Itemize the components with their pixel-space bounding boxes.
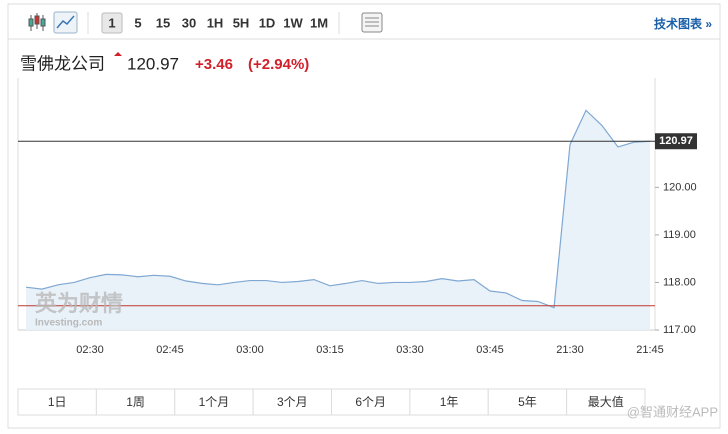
range-button[interactable]: 3个月: [277, 395, 308, 409]
plot: 117.00 118.00 119.00 120.00 02:30 02:45 03:00 0…: [17, 78, 697, 356]
range-cell: [409, 388, 489, 416]
interval-button[interactable]: 1W: [283, 15, 303, 30]
x-tick-label: 03:45: [476, 344, 504, 356]
range-button[interactable]: 6个月: [355, 395, 386, 409]
change: +3.46: [195, 56, 233, 73]
y-tick-label: 119.00: [663, 229, 696, 241]
last-price-box: [655, 133, 697, 150]
tech-chart-link[interactable]: 技术图表 »: [654, 16, 712, 31]
x-tick-label: 02:45: [156, 344, 184, 356]
line: [25, 109, 651, 309]
range-button[interactable]: 5年: [518, 395, 537, 409]
x-tick-label: 03:00: [236, 344, 264, 356]
range-button[interactable]: 1年: [440, 395, 459, 409]
interval-button[interactable]: 30: [182, 15, 196, 30]
area: [26, 110, 650, 330]
interval-buttons: 1 5 15 30 1H 5H 1D 1W 1M: [101, 12, 328, 34]
logo: 英为财情: [35, 291, 123, 316]
range-cell: [331, 388, 411, 416]
x-tick-label: 02:30: [76, 344, 104, 356]
last-price-label: 120.97: [659, 135, 693, 147]
interval-button[interactable]: 1D: [259, 15, 276, 30]
stock-name: 雪佛龙公司: [20, 54, 105, 73]
x-tick-label: 03:15: [316, 344, 344, 356]
interval-button[interactable]: 15: [156, 15, 170, 30]
range-cell: [95, 388, 176, 416]
range-cell: [566, 388, 646, 416]
candle-icon[interactable]: [28, 13, 46, 31]
settings-icon[interactable]: [361, 12, 383, 33]
range-button[interactable]: 1周: [126, 395, 145, 409]
range-button[interactable]: 1个月: [199, 395, 230, 409]
interval-button[interactable]: 5: [134, 15, 141, 30]
y-tick-label: 117.00: [663, 324, 696, 336]
y-tick-label: 120.00: [663, 181, 697, 193]
line-icon[interactable]: [53, 11, 78, 34]
interval-button[interactable]: 1: [108, 15, 115, 30]
interval-button[interactable]: 5H: [233, 15, 250, 30]
x-tick-label: 21:30: [556, 344, 584, 356]
range-button[interactable]: 最大值: [588, 394, 624, 409]
change-pct: (+2.94%): [248, 56, 309, 73]
range-cell: [17, 388, 97, 416]
x-tick-label: 03:30: [396, 344, 424, 356]
interval-button[interactable]: 1M: [310, 15, 328, 30]
logo-sub: Investing.com: [35, 318, 102, 329]
range-buttons: 1日 1周 1个月 3个月 6个月 1年 5年 最大值: [17, 388, 646, 416]
watermark: @智通财经APP: [627, 404, 718, 419]
y-tick-label: 118.00: [663, 276, 696, 288]
up-arrow: [114, 52, 122, 56]
price: 120.97: [127, 54, 179, 73]
x-tick-label: 21:45: [636, 344, 664, 356]
range-button[interactable]: 1日: [48, 395, 67, 409]
interval-button[interactable]: 1H: [207, 15, 224, 30]
selected-interval: [101, 12, 123, 34]
